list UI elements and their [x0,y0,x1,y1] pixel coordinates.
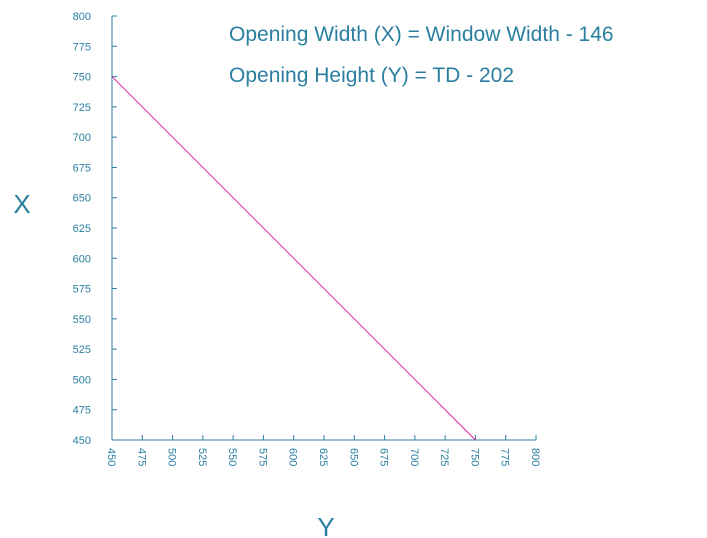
x-tick-label: 475 [135,448,147,466]
y-tick-label: 625 [73,223,91,235]
y-axis: 800 775 750 725 700 675 650 625 600 575 550 525 500 4… [73,11,117,447]
x-tick-label: 775 [499,448,511,466]
y-tick-label: 800 [73,11,91,23]
x-tick-label: 575 [256,448,268,466]
x-tick-label: 700 [408,448,420,466]
x-tick-label: 500 [166,448,178,466]
series-group [111,76,476,441]
series-line-0 [111,76,476,441]
x-tick-label: 625 [317,448,329,466]
y-tick-label: 650 [73,193,91,205]
x-tick-label: 800 [529,448,541,466]
x-tick-label: 450 [105,448,117,466]
y-tick-label: 450 [73,435,91,447]
y-tick-label: 600 [73,253,91,265]
annotation-opening-width: Opening Width (X) = Window Width - 146 [229,23,614,46]
y-tick-label: 475 [73,405,91,417]
y-tick-label: 525 [73,344,91,356]
y-tick-label: 675 [73,162,91,174]
x-tick-label: 600 [287,448,299,466]
y-tick-label: 725 [73,102,91,114]
y-tick-label: 575 [73,284,91,296]
y-tick-label: 550 [73,314,91,326]
y-tick-label: 750 [73,72,91,84]
x-tick-label: 550 [226,448,238,466]
y-axis-title: X [13,189,30,219]
y-tick-label: 775 [73,41,91,53]
x-tick-label: 675 [378,448,390,466]
x-axis-title: Y [317,512,334,538]
y-tick-label: 500 [73,374,91,386]
annotation-opening-height: Opening Height (Y) = TD - 202 [229,64,514,87]
x-tick-label: 650 [347,448,359,466]
y-tick-label: 700 [73,132,91,144]
x-axis: 450 475 500 525 550 575 600 625 650 675 700 725 750 7… [105,435,541,466]
x-tick-label: 525 [196,448,208,466]
x-tick-label: 725 [438,448,450,466]
x-tick-label: 750 [468,448,480,466]
